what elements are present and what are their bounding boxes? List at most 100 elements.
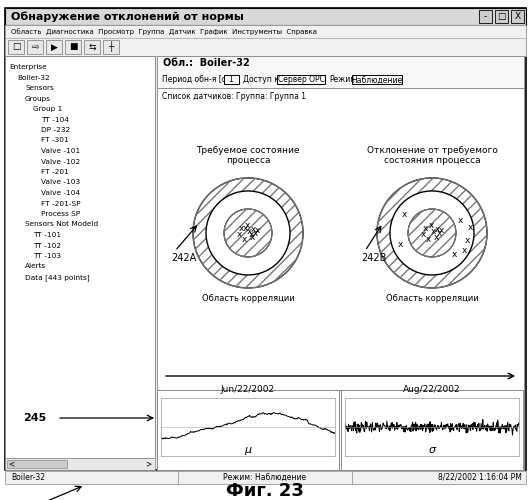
Text: Период обн-я [с]:: Период обн-я [с]:: [162, 76, 232, 84]
Text: Режим: Наблюдение: Режим: Наблюдение: [224, 473, 306, 482]
Text: FT -201-SP: FT -201-SP: [41, 200, 81, 206]
Text: Отклонение от требуемого
состояния процесса: Отклонение от требуемого состояния проце…: [366, 146, 498, 165]
Text: Фиг. 23: Фиг. 23: [226, 482, 304, 500]
Text: Boiler-32: Boiler-32: [17, 74, 50, 80]
Bar: [5, 8, 526, 25]
Text: 242B: 242B: [361, 253, 387, 263]
Text: μ: μ: [244, 444, 252, 454]
Bar: [5, 458, 155, 470]
Text: x: x: [246, 228, 252, 236]
Text: <: <: [8, 460, 14, 468]
Text: ▶: ▶: [50, 42, 57, 51]
Text: x: x: [464, 236, 470, 246]
Circle shape: [390, 191, 474, 275]
Text: Alerts: Alerts: [25, 264, 46, 270]
Text: Область корреляции: Область корреляции: [202, 294, 294, 303]
Text: x: x: [238, 224, 244, 234]
Text: DP -232: DP -232: [41, 127, 70, 133]
Text: TT -104: TT -104: [41, 116, 69, 122]
Text: Обнаружение отклонений от нормы: Обнаружение отклонений от нормы: [11, 11, 244, 22]
Text: Valve -101: Valve -101: [41, 148, 80, 154]
Text: x: x: [254, 226, 260, 235]
Text: >: >: [145, 460, 152, 468]
Text: Область  Диагностика  Просмотр  Группа  Датчик  График  Инструменты  Справка: Область Диагностика Просмотр Группа Датч…: [11, 28, 317, 35]
Bar: [5, 38, 526, 56]
Bar: [8, 40, 24, 54]
Text: Наблюдение: Наблюдение: [352, 76, 402, 84]
Text: x: x: [457, 216, 463, 226]
Bar: [511, 10, 524, 23]
Text: Aug/22/2002: Aug/22/2002: [403, 385, 461, 394]
Text: x: x: [438, 226, 444, 235]
Text: x: x: [422, 224, 427, 234]
Text: x: x: [250, 226, 256, 234]
Text: x: x: [244, 222, 250, 230]
Text: 8/22/2002 1:16:04 PM: 8/22/2002 1:16:04 PM: [438, 473, 522, 482]
Text: x: x: [461, 246, 467, 256]
Text: ┼: ┼: [108, 42, 114, 52]
Text: Valve -104: Valve -104: [41, 190, 80, 196]
Bar: [277, 75, 325, 84]
Text: Требуемое состояние
процесса: Требуемое состояние процесса: [196, 146, 300, 165]
Circle shape: [408, 209, 456, 257]
Text: x: x: [467, 224, 473, 232]
Bar: [224, 75, 239, 84]
Text: Boiler-32: Boiler-32: [11, 473, 45, 482]
Text: 242A: 242A: [171, 253, 196, 263]
Bar: [479, 10, 492, 23]
Text: Sensors Not Modeld: Sensors Not Modeld: [25, 222, 98, 228]
Text: Сервер OPC: Сервер OPC: [278, 76, 324, 84]
Bar: [157, 56, 524, 88]
Text: Обл.:  Boiler-32: Обл.: Boiler-32: [163, 58, 250, 68]
Text: 1: 1: [229, 76, 234, 84]
Text: x: x: [451, 250, 457, 260]
Text: x: x: [430, 228, 436, 236]
Text: x: x: [401, 210, 407, 220]
Text: x: x: [397, 240, 402, 250]
Text: TT -103: TT -103: [33, 253, 61, 259]
Bar: [157, 390, 339, 470]
Text: □: □: [497, 12, 506, 21]
Circle shape: [206, 191, 290, 275]
Text: Список датчиков: Группа: Группа 1: Список датчиков: Группа: Группа 1: [162, 92, 306, 101]
Text: FT -201: FT -201: [41, 169, 69, 175]
Text: x: x: [250, 234, 255, 242]
Text: x: x: [421, 230, 426, 239]
Text: □: □: [12, 42, 20, 51]
Circle shape: [224, 209, 272, 257]
Bar: [5, 56, 155, 458]
Text: x: x: [429, 222, 434, 230]
Text: x: x: [236, 230, 242, 239]
Text: FT -301: FT -301: [41, 138, 68, 143]
Text: Область корреляции: Область корреляции: [386, 294, 478, 303]
Bar: [352, 75, 402, 84]
Text: x: x: [252, 230, 258, 238]
Text: Valve -102: Valve -102: [41, 158, 80, 164]
Text: x: x: [434, 226, 440, 234]
Bar: [103, 40, 119, 54]
Bar: [46, 40, 62, 54]
Text: Data [443 points]: Data [443 points]: [25, 274, 90, 281]
Text: Groups: Groups: [25, 96, 51, 102]
Text: Доступ к данным:: Доступ к данным:: [243, 76, 316, 84]
Text: 245: 245: [23, 413, 46, 423]
Text: -: -: [484, 12, 487, 21]
Text: Режим:: Режим:: [329, 76, 358, 84]
Text: ■: ■: [68, 42, 77, 51]
Bar: [157, 88, 524, 390]
Text: Enterprise: Enterprise: [9, 64, 47, 70]
Text: TT -101: TT -101: [33, 232, 61, 238]
Text: Jun/22/2002: Jun/22/2002: [221, 385, 275, 394]
Text: x: x: [433, 234, 439, 242]
Circle shape: [193, 178, 303, 288]
Text: x: x: [249, 230, 254, 239]
Text: x: x: [436, 230, 442, 238]
Text: TT -102: TT -102: [33, 242, 61, 248]
Bar: [7, 460, 67, 468]
Text: X: X: [515, 12, 520, 21]
Bar: [495, 10, 508, 23]
Text: ⇨: ⇨: [31, 42, 39, 51]
Bar: [157, 56, 524, 470]
Text: Sensors: Sensors: [25, 85, 54, 91]
Bar: [5, 25, 526, 38]
